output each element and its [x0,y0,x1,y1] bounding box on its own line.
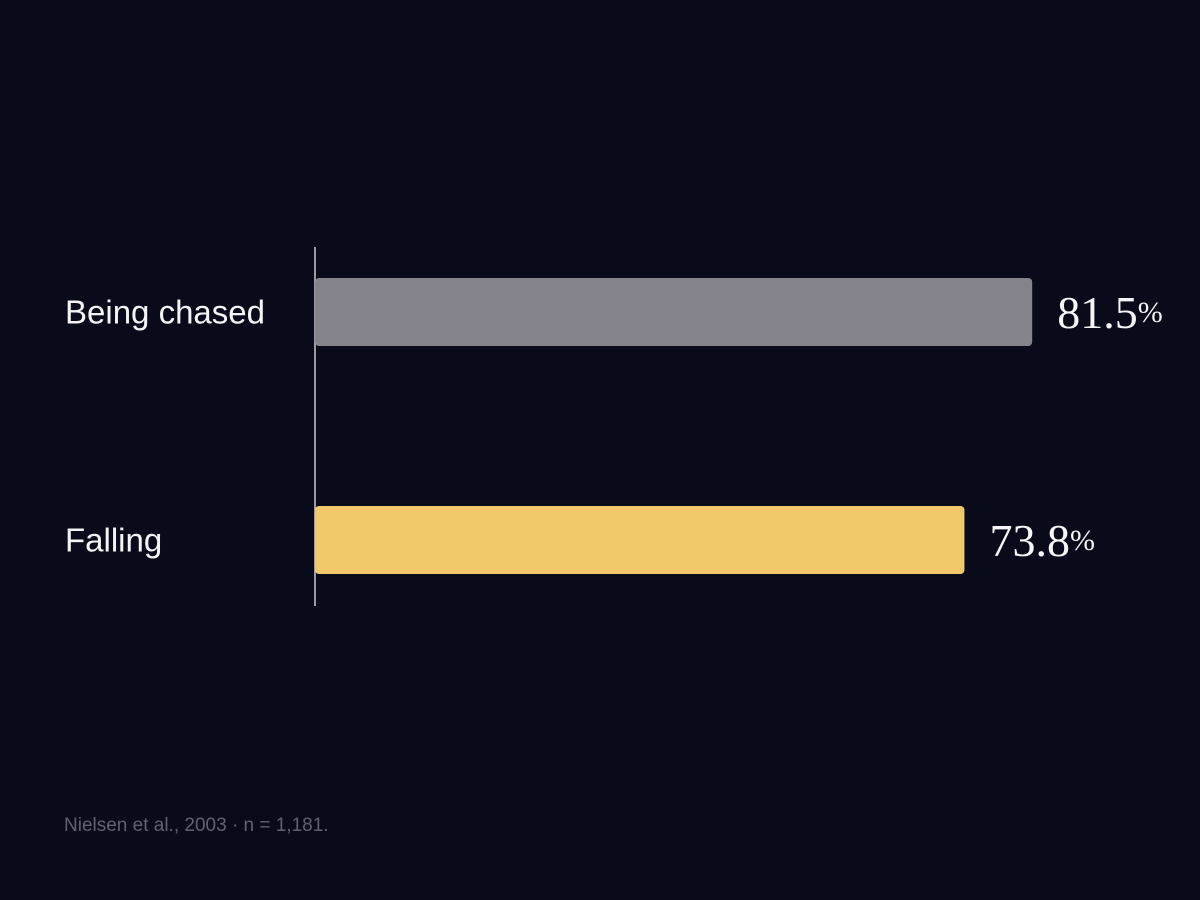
category-label-being-chased: Being chased [65,294,265,331]
value-label-being-chased: 81.5% [1057,287,1163,338]
value-label-falling: 73.8% [989,515,1094,566]
source-note: Nielsen et al., 2003 · n = 1,181. [64,815,329,836]
bar-being-chased [315,278,1033,346]
category-label-falling: Falling [65,522,162,559]
bar-falling [315,506,965,574]
bar-series: Being chased 81.5% Falling 73.8% [65,278,1163,574]
